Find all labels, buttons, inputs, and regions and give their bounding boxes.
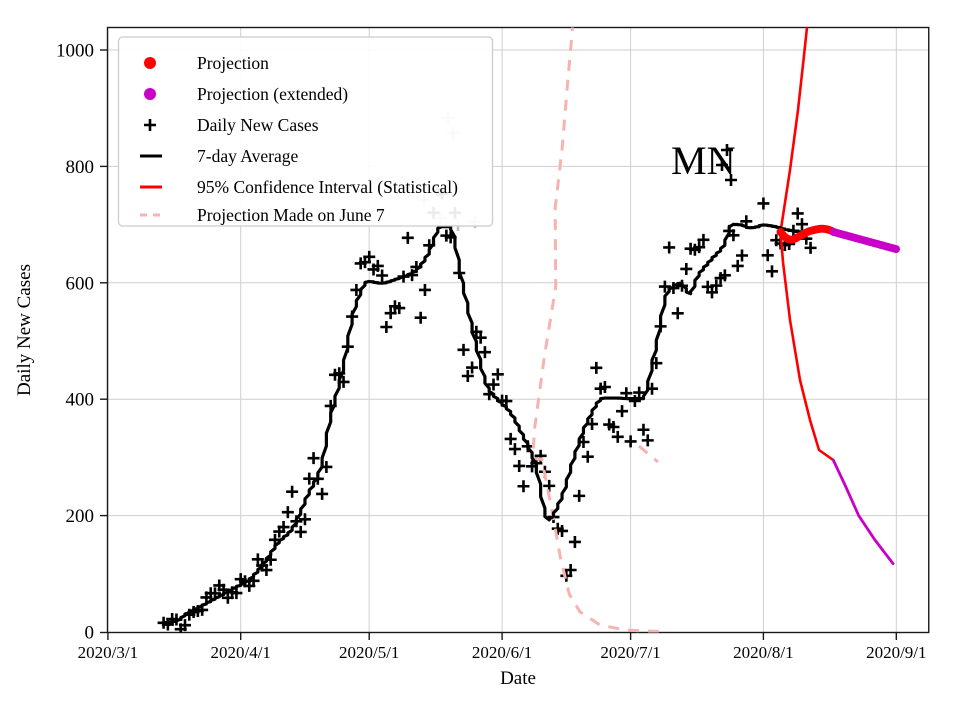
svg-text:Projection (extended): Projection (extended) (197, 84, 348, 104)
svg-text:200: 200 (66, 506, 95, 527)
svg-text:0: 0 (85, 623, 95, 644)
svg-text:600: 600 (66, 273, 95, 294)
svg-text:2020/3/1: 2020/3/1 (78, 643, 138, 662)
svg-text:Daily New Cases: Daily New Cases (197, 115, 319, 135)
svg-text:95% Confidence Interval (Stati: 95% Confidence Interval (Statistical) (197, 177, 458, 197)
svg-text:2020/6/1: 2020/6/1 (472, 643, 532, 662)
svg-text:1000: 1000 (56, 41, 94, 62)
svg-text:2020/9/1: 2020/9/1 (866, 643, 926, 662)
svg-text:7-day Average: 7-day Average (197, 146, 298, 166)
svg-text:2020/5/1: 2020/5/1 (339, 643, 399, 662)
svg-text:2020/4/1: 2020/4/1 (210, 643, 270, 662)
svg-text:800: 800 (66, 157, 95, 178)
svg-text:Projection: Projection (197, 53, 269, 73)
svg-text:Date: Date (500, 668, 536, 689)
svg-text:2020/8/1: 2020/8/1 (733, 643, 793, 662)
svg-text:Projection Made on June 7: Projection Made on June 7 (197, 205, 385, 225)
svg-text:Daily New Cases: Daily New Cases (14, 264, 35, 396)
svg-text:MN: MN (671, 138, 735, 183)
svg-text:400: 400 (66, 390, 95, 411)
svg-text:2020/7/1: 2020/7/1 (600, 643, 660, 662)
